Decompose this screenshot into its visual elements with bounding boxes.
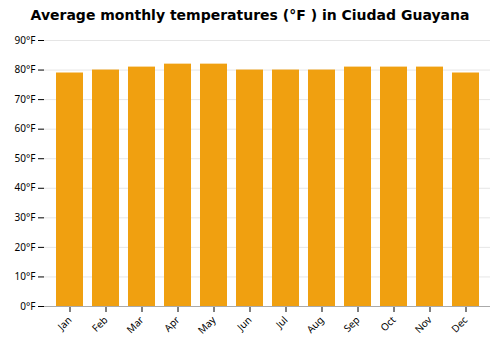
svg-text:Apr: Apr bbox=[161, 313, 183, 335]
svg-text:Oct: Oct bbox=[377, 313, 399, 335]
svg-text:Aug: Aug bbox=[303, 313, 326, 336]
svg-text:Feb: Feb bbox=[88, 313, 110, 335]
svg-text:20°F: 20°F bbox=[15, 240, 36, 254]
svg-text:90°F: 90°F bbox=[15, 33, 36, 47]
svg-text:Jan: Jan bbox=[54, 313, 75, 334]
svg-text:80°F: 80°F bbox=[15, 62, 36, 76]
svg-text:Dec: Dec bbox=[448, 313, 471, 336]
svg-text:40°F: 40°F bbox=[15, 180, 36, 194]
svg-text:50°F: 50°F bbox=[15, 151, 36, 165]
svg-text:0°F: 0°F bbox=[20, 299, 35, 313]
svg-text:Jun: Jun bbox=[233, 313, 254, 334]
html-text:Average monthly temperatures (: Average monthly temperatures (°F ) in Ci… bbox=[30, 7, 470, 23]
svg-text:Nov: Nov bbox=[411, 312, 435, 336]
svg-text:30°F: 30°F bbox=[15, 210, 36, 224]
svg-text:70°F: 70°F bbox=[15, 92, 36, 106]
svg-text:Mar: Mar bbox=[123, 313, 146, 336]
svg-text:May: May bbox=[194, 312, 219, 337]
svg-text:Jul: Jul bbox=[272, 313, 291, 332]
svg-text:60°F: 60°F bbox=[15, 121, 36, 135]
svg-text:10°F: 10°F bbox=[15, 269, 36, 283]
svg-text:Sep: Sep bbox=[340, 313, 362, 335]
